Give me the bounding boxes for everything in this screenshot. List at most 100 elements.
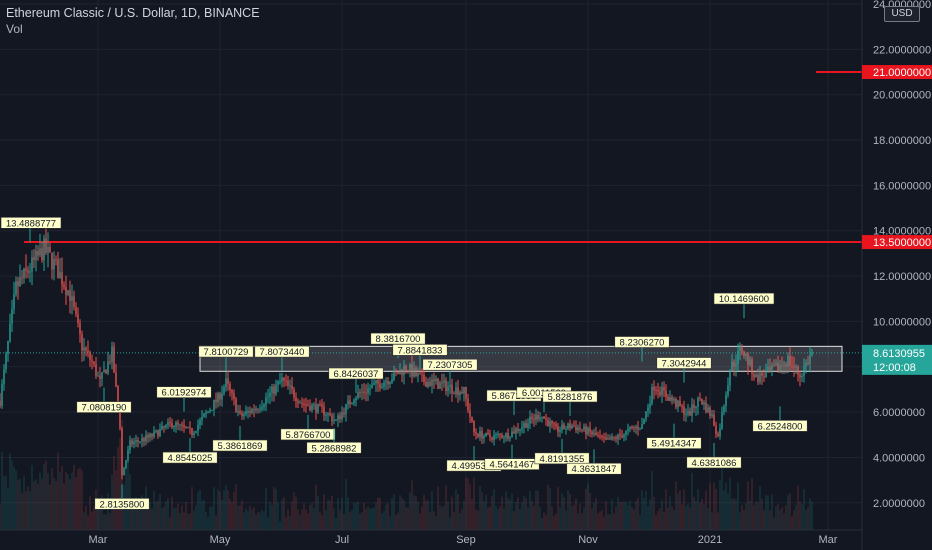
volume-bar bbox=[337, 498, 339, 530]
candle-body bbox=[345, 404, 347, 415]
volume-bar bbox=[351, 509, 353, 530]
candle-body bbox=[227, 378, 229, 384]
candle-body bbox=[689, 410, 691, 416]
volume-bar bbox=[175, 507, 177, 530]
volume-bar bbox=[171, 496, 173, 530]
candle-body bbox=[11, 308, 13, 324]
volume-bar bbox=[21, 493, 23, 530]
volume-bar bbox=[609, 514, 611, 530]
annotation-label: 6.0192974 bbox=[162, 388, 207, 399]
current-price-label: 8.6130955 bbox=[873, 348, 925, 360]
annotation-label: 2.8135800 bbox=[100, 499, 145, 510]
volume-bar bbox=[579, 503, 581, 530]
annotation-label-box bbox=[328, 367, 384, 380]
volume-bar bbox=[777, 504, 779, 530]
annotation-label-box bbox=[566, 462, 622, 475]
candle-body bbox=[739, 347, 741, 351]
candle-body bbox=[479, 431, 481, 437]
candle-body bbox=[441, 382, 443, 384]
countdown-label: 12:00:08 bbox=[873, 362, 916, 374]
volume-bar bbox=[793, 510, 795, 530]
candle-body bbox=[47, 247, 49, 253]
volume-bar bbox=[85, 505, 87, 530]
price-axis[interactable]: 24.0000000 22.0000000 20.0000000 18.0000000… bbox=[861, 0, 932, 550]
volume-bar bbox=[763, 510, 765, 530]
volume-bar bbox=[403, 500, 405, 530]
candle-body bbox=[589, 427, 591, 432]
candle-body bbox=[29, 271, 31, 273]
volume-bar bbox=[455, 489, 457, 530]
candle-body bbox=[687, 410, 689, 415]
volume-bar bbox=[233, 491, 235, 530]
volume-indicator-label[interactable]: Vol bbox=[6, 22, 23, 36]
candle-body bbox=[229, 383, 231, 391]
candle-body bbox=[721, 412, 723, 429]
volume-bar bbox=[449, 517, 451, 530]
volume-bar bbox=[657, 510, 659, 530]
volume-bar bbox=[699, 502, 701, 530]
volume-bar bbox=[319, 511, 321, 530]
volume-bar bbox=[495, 505, 497, 530]
volume-bar bbox=[263, 511, 265, 530]
candle-body bbox=[391, 379, 393, 383]
candle-body bbox=[521, 427, 523, 430]
candle-body bbox=[665, 390, 667, 397]
candle-body bbox=[765, 371, 767, 378]
volume-bar bbox=[619, 502, 621, 530]
candle-body bbox=[77, 314, 79, 324]
candle-body bbox=[21, 277, 23, 279]
volume-bar bbox=[775, 506, 777, 530]
volume-bar bbox=[213, 487, 215, 530]
candle-body bbox=[685, 414, 687, 416]
candle-body bbox=[659, 391, 661, 396]
volume-bar bbox=[209, 507, 211, 530]
candle-body bbox=[467, 398, 469, 411]
candle-body bbox=[439, 382, 441, 389]
annotation-label-box bbox=[254, 345, 310, 358]
volume-bar bbox=[39, 472, 41, 530]
volume-bar bbox=[309, 504, 311, 530]
volume-bar bbox=[563, 496, 565, 530]
volume-bar bbox=[489, 506, 491, 530]
candle-body bbox=[511, 431, 513, 438]
volume-bar bbox=[749, 500, 751, 530]
candle-body bbox=[503, 437, 505, 439]
volume-bar bbox=[297, 509, 299, 530]
annotation-label: 4.3631847 bbox=[572, 464, 617, 475]
candle-body bbox=[189, 426, 191, 429]
volume-bar bbox=[423, 495, 425, 530]
volume-bar bbox=[227, 490, 229, 530]
time-axis[interactable]: Mar May Jul Sep Nov 2021 Mar bbox=[0, 529, 862, 546]
volume-bar bbox=[425, 500, 427, 530]
candle-body bbox=[747, 353, 749, 365]
volume-bar bbox=[569, 493, 571, 530]
volume-bar bbox=[161, 508, 163, 530]
volume-bar bbox=[87, 515, 89, 530]
candle-body bbox=[259, 409, 261, 411]
volume-bar bbox=[533, 505, 535, 530]
volume-bar bbox=[755, 501, 757, 530]
price-tick-label: 2.0000000 bbox=[873, 498, 925, 510]
volume-bar bbox=[379, 497, 381, 530]
candle-body bbox=[27, 270, 29, 273]
candle-body bbox=[471, 416, 473, 422]
candle-body bbox=[205, 412, 207, 415]
horizontal-levels[interactable] bbox=[0, 71, 862, 354]
candle-body bbox=[279, 381, 281, 383]
volume-bar bbox=[715, 488, 717, 530]
volume-bar bbox=[367, 506, 369, 530]
candle-body bbox=[181, 424, 183, 426]
currency-button[interactable]: USD bbox=[884, 6, 920, 22]
volume-bar bbox=[761, 499, 763, 530]
grid bbox=[0, 0, 862, 530]
volume-bar bbox=[269, 501, 271, 530]
candle-body bbox=[507, 433, 509, 439]
volume-bar bbox=[155, 501, 157, 530]
candle-body bbox=[633, 427, 635, 429]
candle-body bbox=[265, 397, 267, 405]
price-tick-label: 24.0000000 bbox=[873, 0, 931, 11]
candle-body bbox=[251, 409, 253, 413]
candle-body bbox=[241, 413, 243, 416]
